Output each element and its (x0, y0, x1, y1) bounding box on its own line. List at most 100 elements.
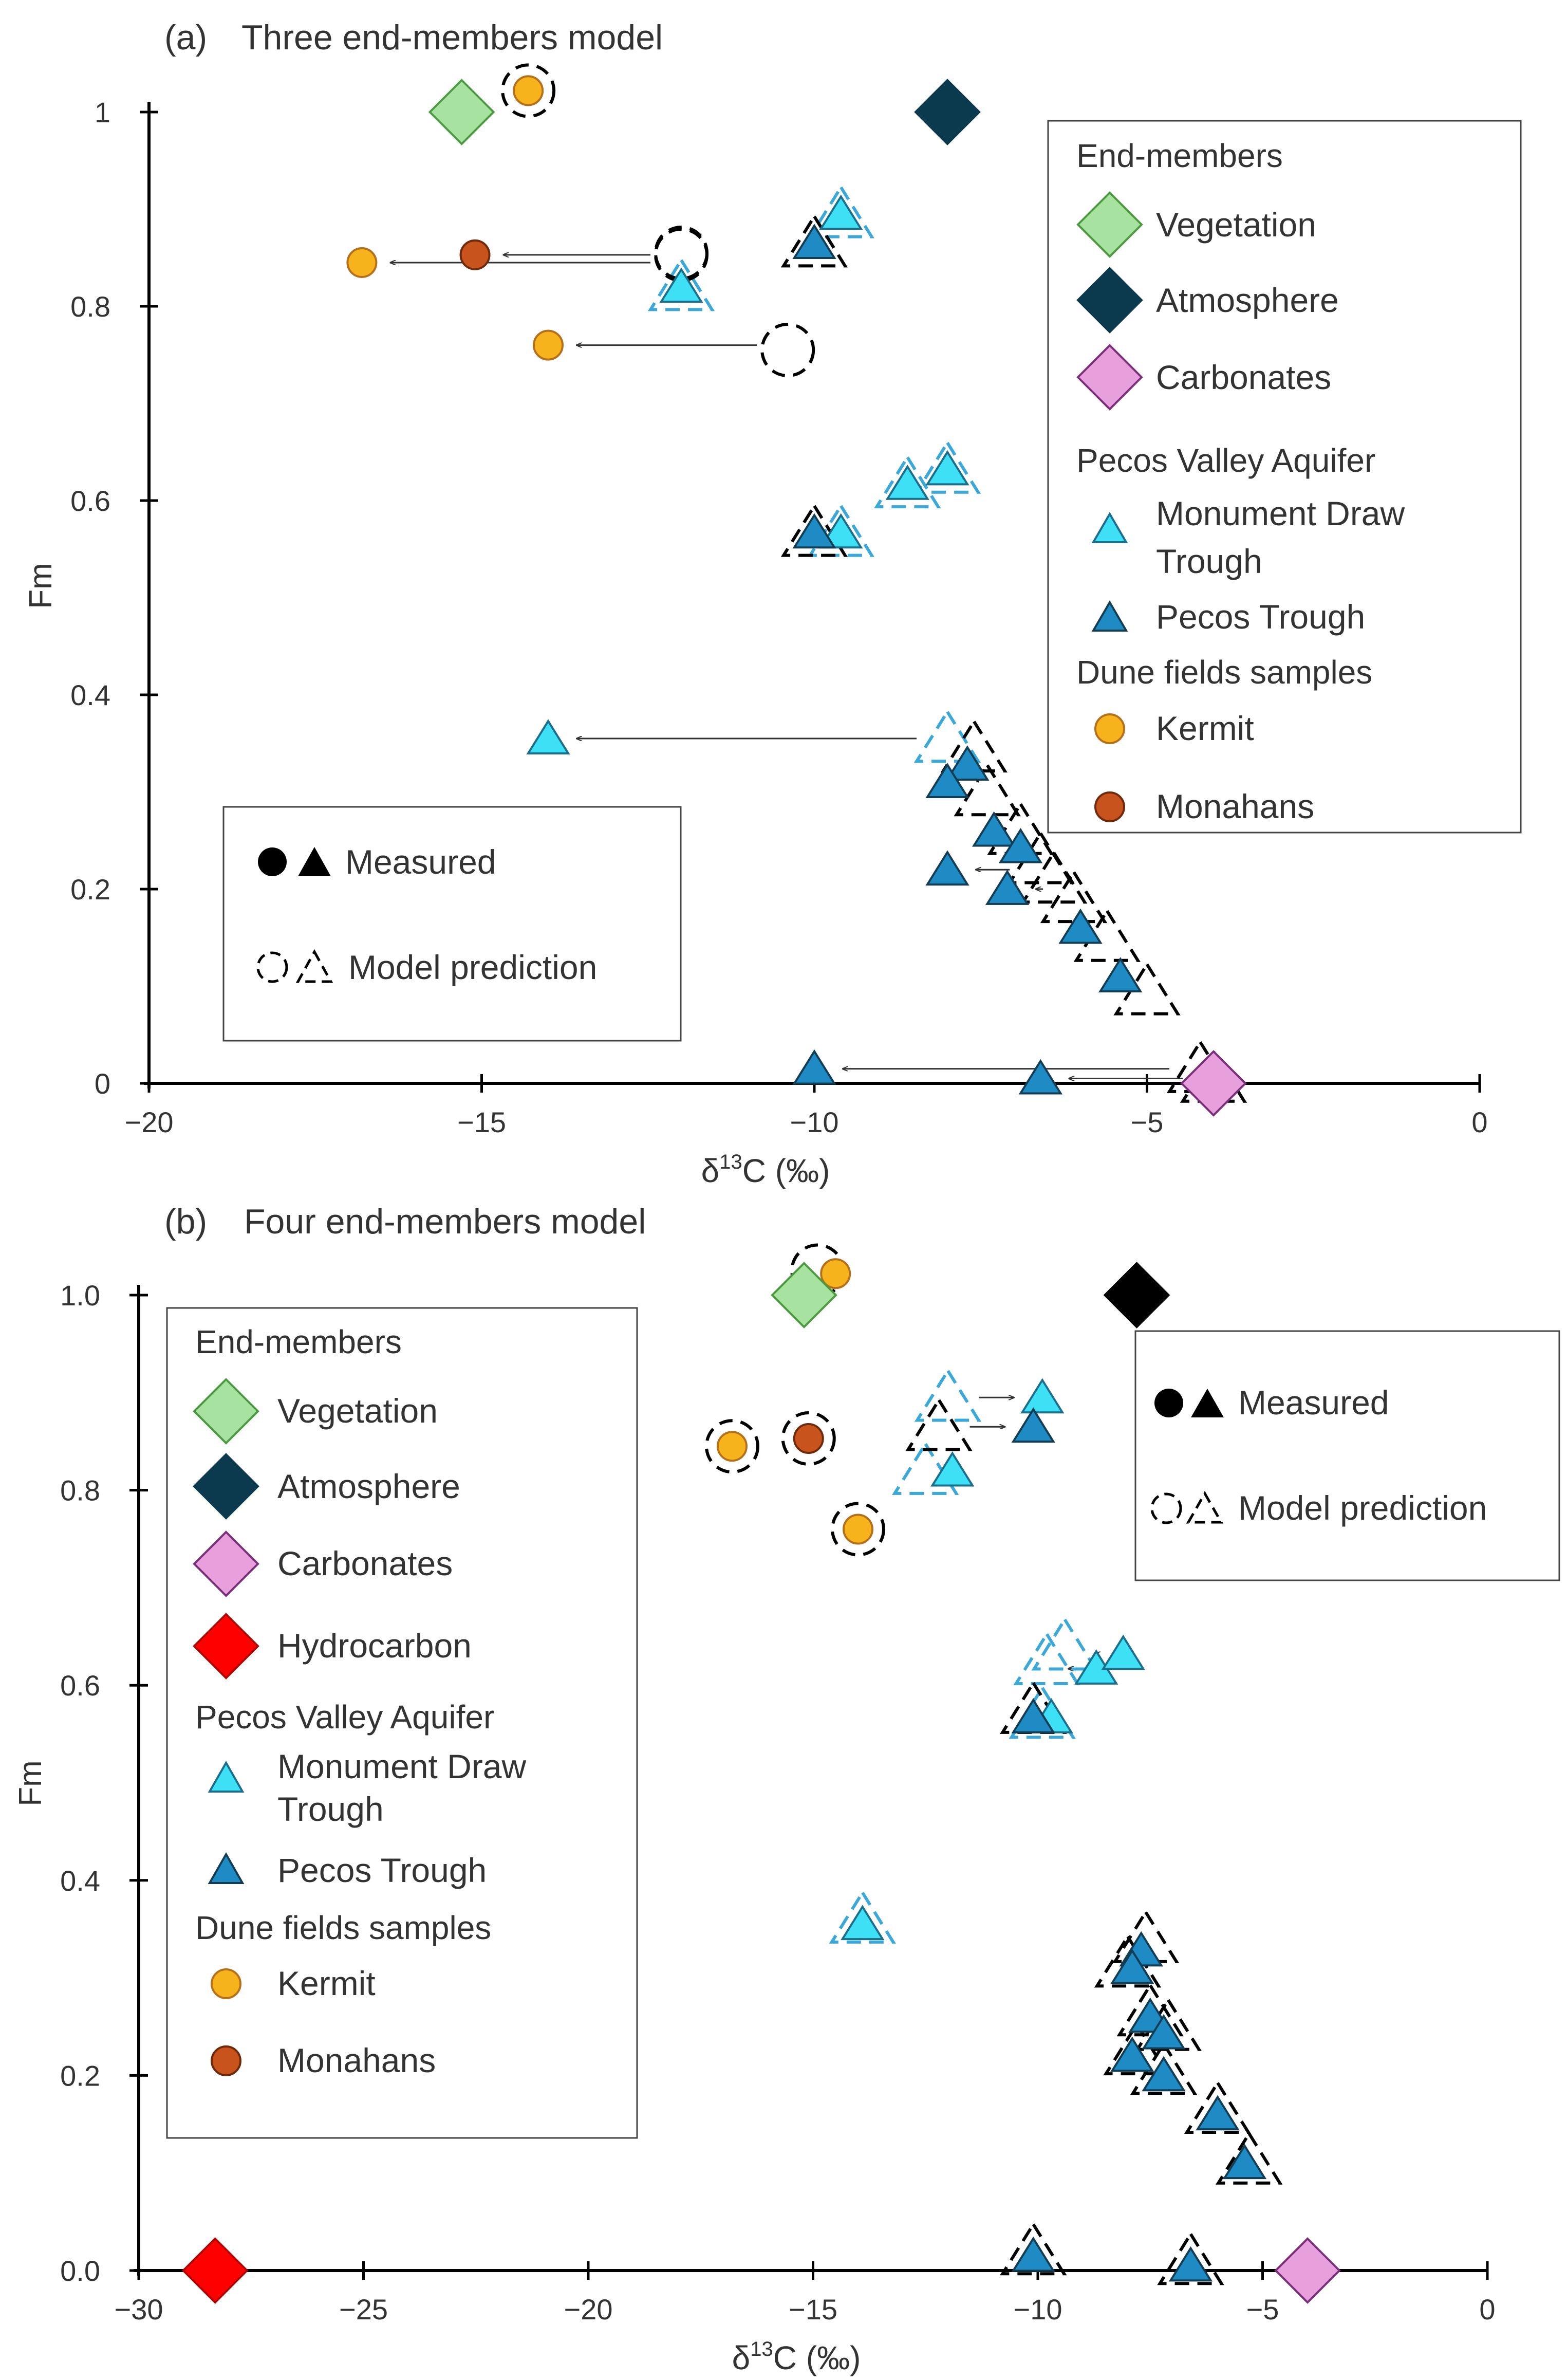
legend-b-title: End-members (195, 1323, 402, 1360)
legend-b-hydrocarbon-label: Hydrocarbon (277, 1627, 472, 1665)
pecos-trough-measured-point (1011, 1698, 1055, 1733)
panel-a-ytick-label: 0.4 (70, 679, 110, 711)
pecos-trough-measured-point (1142, 2056, 1186, 2092)
pecos-trough-measured-point (1058, 908, 1103, 944)
pecos-trough-predicted-point (1040, 869, 1108, 924)
legend-b-measured-circle-icon (1154, 1389, 1183, 1417)
legend-a-measured-circle-icon (258, 847, 287, 876)
panel-a-measure-legend: Measured Model prediction (222, 806, 682, 1042)
legend-a-pecos-label: Pecos Trough (1156, 598, 1365, 636)
pecos-trough-predicted-point (1157, 2231, 1224, 2285)
carbonates-end-member (1180, 1050, 1247, 1117)
kermit-predicted-point (501, 63, 556, 118)
panel-b-legend: End-members Vegetation Atmosphere Carbon… (166, 1307, 638, 2139)
pecos-trough-measured-point (1110, 1948, 1154, 1984)
panel-b-end-members (181, 1262, 1341, 2304)
pecos-trough-measured-point (925, 763, 969, 798)
panel-a-xtick-label: 0 (1471, 1106, 1487, 1138)
pecos-trough-measured-point (1142, 2014, 1186, 2050)
kermit-measured-point (513, 75, 544, 106)
legend-a-monahans-icon (1094, 791, 1125, 822)
pecos-trough-measured-point (792, 1049, 836, 1085)
panel-b-xtick-label: −15 (789, 2293, 837, 2326)
legend-b-monahans-icon (211, 2045, 241, 2076)
legend-a-title: End-members (1076, 137, 1283, 174)
pecos-trough-measured-point (792, 513, 836, 549)
pecos-trough-measured-point (1011, 1407, 1055, 1443)
pecos-trough-predicted-point (1000, 2221, 1067, 2276)
legend-b-vegetation-label: Vegetation (277, 1392, 438, 1430)
hydrocarbon-end-member (181, 2237, 249, 2304)
panel-b-ytick-label: 0.0 (60, 2255, 100, 2287)
legend-b-mdt-icon (208, 1760, 245, 1793)
legend-b-aquifer-title: Pecos Valley Aquifer (195, 1699, 494, 1736)
pecos-trough-predicted-point (905, 1397, 973, 1451)
panel-a-xtick-label: −5 (1131, 1106, 1164, 1138)
pecos-trough-measured-point (972, 811, 1016, 847)
monument-draw-trough-predicted-point (874, 454, 941, 509)
pecos-trough-measured-point (1011, 2236, 1055, 2272)
panel-b-ytick-label: 0.6 (60, 1669, 100, 1702)
monument-draw-trough-predicted-point (913, 439, 981, 494)
legend-a-carbonates-label: Carbonates (1156, 358, 1331, 396)
panel-a: (a) Three end-members model Fm δ13C (‰) … (23, 18, 1522, 1189)
pecos-trough-predicted-point (1216, 2130, 1283, 2185)
legend-b-measured-label: Measured (1238, 1383, 1389, 1422)
monument-draw-trough-measured-point (1101, 1634, 1145, 1670)
legend-b-mdt-label-1: Monument Draw (277, 1747, 527, 1785)
legend-b-predicted-circle-icon (1150, 1492, 1182, 1524)
legend-a-measured-triangle-icon (298, 847, 331, 876)
legend-b-hydrocarbon-icon (193, 1613, 259, 1680)
panel-a-end-members (428, 79, 1247, 1117)
panel-b-measure-legend: Measured Model prediction (1134, 1330, 1560, 1581)
monahans-predicted-point (654, 227, 708, 282)
legend-b-kermit-label: Kermit (277, 1964, 376, 2002)
vegetation-end-member (771, 1262, 837, 1329)
pecos-trough-measured-point (985, 870, 1030, 905)
monahans-predicted-point (781, 1411, 836, 1466)
legend-b-atmosphere-icon (193, 1453, 259, 1520)
legend-a-measured-label: Measured (345, 843, 496, 881)
legend-a-mdt-icon (1091, 512, 1128, 543)
legend-a-vegetation-label: Vegetation (1156, 206, 1316, 244)
kermit-measured-point (346, 247, 378, 278)
panel-a-ytick-label: 1 (95, 96, 110, 128)
monahans-measured-point (793, 1423, 824, 1454)
legend-b-predicted-triangle-icon (1186, 1490, 1224, 1524)
panel-a-ytick-label: 0 (95, 1067, 110, 1100)
monument-draw-trough-predicted-point (914, 1368, 982, 1422)
pecos-trough-predicted-point (1112, 1909, 1180, 1963)
legend-b-monahans-label: Monahans (277, 2041, 436, 2079)
legend-b-carbonates-icon (193, 1530, 259, 1597)
kermit-predicted-point (760, 323, 815, 378)
monument-draw-trough-measured-point (841, 1905, 885, 1941)
pecos-trough-measured-point (998, 827, 1043, 863)
vegetation-end-member (428, 79, 495, 145)
pecos-trough-predicted-point (987, 801, 1054, 855)
panel-b: (b) Four end-members model Fm δ13C (‰) −… (13, 1202, 1560, 2376)
legend-a-atmosphere-icon (1076, 267, 1143, 334)
monument-draw-trough-measured-point (819, 194, 863, 230)
panel-b-ylabel: Fm (13, 1760, 48, 1806)
atmosphere-end-member (914, 79, 981, 145)
panel-b-ytick-label: 1.0 (60, 1279, 100, 1312)
kermit-measured-point (843, 1514, 873, 1545)
legend-b-pecos-icon (208, 1852, 245, 1884)
legend-a-predicted-circle-icon (256, 951, 288, 983)
monument-draw-trough-measured-point (930, 1451, 975, 1487)
panel-b-ytick-label: 0.4 (60, 1865, 100, 1897)
legend-b-pecos-label: Pecos Trough (277, 1851, 487, 1889)
monument-draw-trough-predicted-point (1031, 1616, 1098, 1671)
panel-a-axes: −20 −15 −10 −5 0 0 0.2 0.4 0.6 0.8 1 (70, 96, 1487, 1138)
panel-b-xtick-label: −25 (339, 2293, 388, 2326)
monument-draw-trough-predicted-point (1013, 1631, 1080, 1685)
monument-draw-trough-predicted-point (647, 257, 715, 311)
panel-a-xtick-label: −20 (125, 1106, 174, 1138)
legend-a-dune-title: Dune fields samples (1076, 654, 1372, 691)
legend-a-pecos-icon (1091, 600, 1128, 632)
monument-draw-trough-predicted-point (892, 1441, 959, 1495)
panel-a-xtick-label: −15 (457, 1106, 506, 1138)
panel-b-xlabel: δ13C (‰) (732, 2338, 861, 2376)
panel-b-xtick-label: −5 (1246, 2293, 1279, 2326)
panel-a-measured (346, 75, 1143, 1095)
